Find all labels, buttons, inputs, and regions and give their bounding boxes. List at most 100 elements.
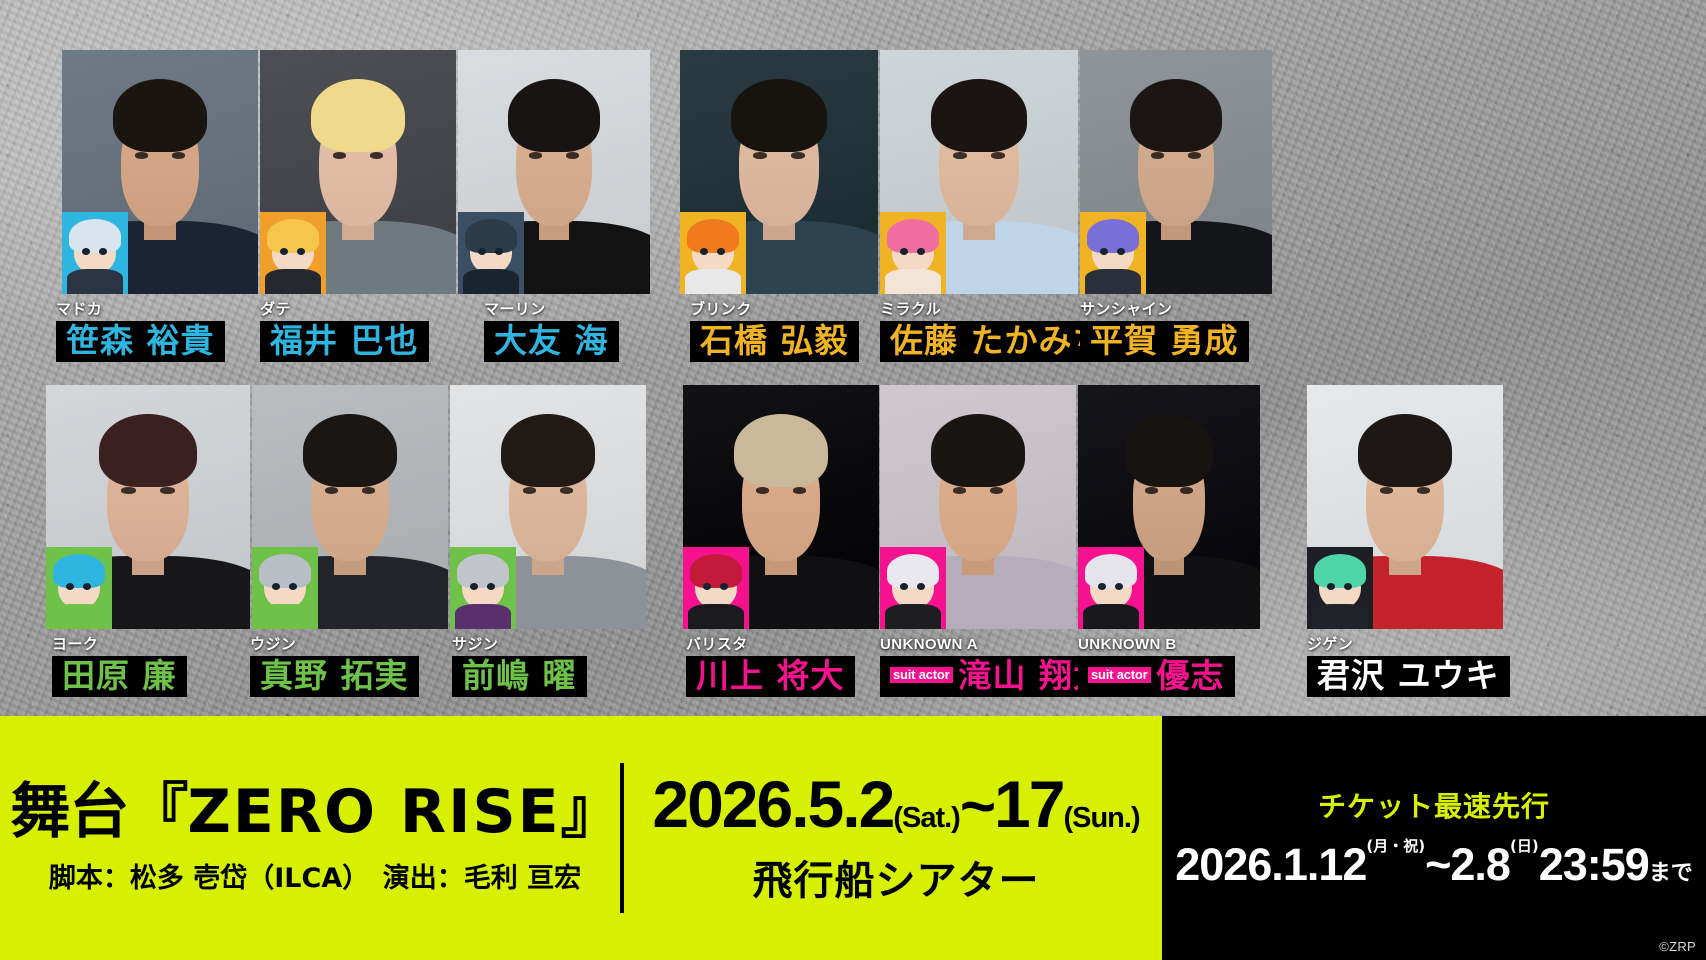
cast-portrait-photo (880, 385, 1076, 629)
cast-actor-name: 石橋 弘毅 (700, 320, 849, 360)
ticket-presale-period: 2026.1.12(月・祝)~2.8(日)23:59まで (1175, 839, 1693, 891)
ticket-end-date: 2.8 (1450, 839, 1511, 890)
cast-portrait-photo (62, 50, 258, 294)
ticket-tilde: ~ (1425, 839, 1451, 890)
cast-card[interactable] (252, 385, 448, 629)
cast-name-block: ウジン 真野 拓実 (250, 636, 419, 698)
cast-actor-name: 前嶋 曜 (462, 655, 577, 695)
cast-role-name: ミラクル (880, 301, 942, 318)
banner-black-section: チケット最速先行 2026.1.12(月・祝)~2.8(日)23:59まで ©Z… (1162, 716, 1706, 960)
cast-portrait-photo (46, 385, 250, 629)
cast-name-bar: 君沢 ユウキ (1307, 655, 1510, 698)
cast-portrait-photo (260, 50, 456, 294)
cast-card[interactable] (260, 50, 456, 294)
venue-name: 飛行船シアター (752, 857, 1040, 904)
cast-name-bar: 佐藤 たかみち (880, 320, 1117, 363)
cast-card[interactable] (458, 50, 650, 294)
cast-card[interactable] (880, 385, 1076, 629)
cast-card[interactable] (1078, 385, 1260, 629)
ticket-time: 23:59 (1538, 839, 1650, 890)
cast-role-name: ジゲン (1307, 636, 1354, 653)
cast-name-block: マドカ 笹森 裕貴 (56, 301, 225, 363)
cast-card[interactable] (46, 385, 250, 629)
date-start: 2026.5.2 (652, 766, 895, 841)
cast-role-name: ヨーク (52, 636, 99, 653)
suit-actor-tag: suit actor (1088, 667, 1151, 684)
cast-name-block: サンシャイン平賀 勇成 (1080, 301, 1249, 363)
ticket-start-date: 2026.1.12 (1175, 839, 1367, 890)
cast-card[interactable] (1307, 385, 1503, 629)
cast-grid: マドカ 笹森 裕貴 ダテ 福井 巴也 マーリン 大友 海ブリンク 石橋 弘毅 ミラクル 佐藤 た… (46, 50, 1510, 698)
character-art-chip (880, 547, 946, 629)
date-end-dow: (Sun.) (1063, 801, 1140, 834)
character-art-chip (252, 547, 318, 629)
cast-name-bar: 平賀 勇成 (1080, 320, 1249, 363)
character-art-chip (683, 547, 749, 629)
character-art-chip (458, 212, 524, 294)
cast-role-name: UNKNOWN B (1078, 636, 1177, 653)
cast-name-block: ダテ福井 巴也 (260, 301, 429, 363)
cast-card[interactable] (680, 50, 878, 294)
copyright-notice: ©ZRP (1659, 939, 1696, 954)
cast-portrait-photo (1307, 385, 1503, 629)
cast-role-name: サジン (452, 636, 499, 653)
title-close-bracket: 』 (560, 776, 621, 847)
character-art-chip (1080, 212, 1146, 294)
cast-role-name: バリスタ (686, 636, 748, 653)
character-art-chip (1078, 547, 1144, 629)
cast-card[interactable] (1080, 50, 1272, 294)
cast-name-block: ブリンク石橋 弘毅 (690, 301, 859, 363)
cast-card[interactable] (450, 385, 646, 629)
cast-name-block: UNKNOWN B suit actor 優志 (1078, 636, 1235, 698)
character-art-chip (62, 212, 128, 294)
bottom-banner: 舞台『ZERO RISE』 脚本：松多 壱岱（ILCA） 演出：毛利 亘宏 20… (0, 716, 1706, 960)
cast-portrait-photo (458, 50, 650, 294)
character-art-chip (680, 212, 746, 294)
cast-name-bar: 笹森 裕貴 (56, 320, 225, 363)
cast-role-name: ダテ (260, 301, 291, 318)
cast-name-block: マーリン大友 海 (484, 301, 619, 363)
cast-name-block: バリスタ川上 将大 (686, 636, 855, 698)
cast-portrait-photo (680, 50, 878, 294)
cast-role-name: ブリンク (690, 301, 752, 318)
cast-name-block: サジン前嶋 曜 (452, 636, 587, 698)
character-art-chip (450, 547, 516, 629)
date-block: 2026.5.2(Sat.)~17(Sun.) 飛行船シアター (630, 771, 1162, 906)
cast-actor-name: 平賀 勇成 (1090, 320, 1239, 360)
cast-card[interactable] (880, 50, 1078, 294)
vertical-divider (620, 763, 624, 913)
ticket-presale-heading: チケット最速先行 (1317, 790, 1550, 823)
cast-actor-name: 君沢 ユウキ (1317, 655, 1500, 695)
cast-card[interactable] (62, 50, 258, 294)
cast-role-name: UNKNOWN A (880, 636, 979, 653)
cast-name-bar: 川上 将大 (686, 655, 855, 698)
character-art-chip (1307, 547, 1373, 629)
cast-actor-name: 佐藤 たかみち (890, 320, 1107, 360)
cast-actor-name: 川上 将大 (696, 655, 845, 695)
character-art-chip (260, 212, 326, 294)
cast-name-bar: suit actor 優志 (1078, 655, 1235, 698)
title-block: 舞台『ZERO RISE』 脚本：松多 壱岱（ILCA） 演出：毛利 亘宏 (0, 782, 620, 895)
title-prefix: 舞台 (10, 776, 129, 847)
cast-role-name: マーリン (484, 301, 546, 318)
performance-dates: 2026.5.2(Sat.)~17(Sun.) (630, 771, 1162, 838)
staff-credits: 脚本：松多 壱岱（ILCA） 演出：毛利 亘宏 (48, 862, 582, 894)
title-open-bracket: 『 (128, 776, 188, 847)
cast-portrait-photo (450, 385, 646, 629)
cast-actor-name: 大友 海 (494, 320, 609, 360)
cast-name-block: ミラクル佐藤 たかみち (880, 301, 1117, 363)
date-range-tilde: ~ (959, 771, 996, 841)
date-start-dow: (Sat.) (893, 801, 960, 834)
cast-portrait-photo (252, 385, 448, 629)
cast-actor-name: 福井 巴也 (270, 320, 419, 360)
cast-actor-name: 田原 廉 (62, 655, 177, 695)
cast-role-name: ウジン (250, 636, 297, 653)
cast-card[interactable] (683, 385, 879, 629)
character-art-chip (880, 212, 946, 294)
cast-actor-name: 笹森 裕貴 (66, 320, 215, 360)
cast-portrait-photo (1080, 50, 1272, 294)
cast-role-name: サンシャイン (1080, 301, 1173, 318)
cast-name-bar: 福井 巴也 (260, 320, 429, 363)
ticket-suffix: まで (1648, 861, 1693, 886)
